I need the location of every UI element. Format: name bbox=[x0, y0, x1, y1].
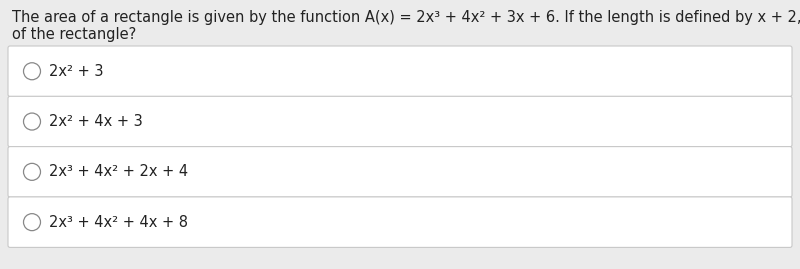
Text: 2x² + 3: 2x² + 3 bbox=[49, 64, 103, 79]
Circle shape bbox=[23, 63, 41, 80]
Text: 2x³ + 4x² + 4x + 8: 2x³ + 4x² + 4x + 8 bbox=[49, 215, 188, 230]
FancyBboxPatch shape bbox=[8, 147, 792, 197]
Circle shape bbox=[23, 214, 41, 231]
FancyBboxPatch shape bbox=[8, 96, 792, 147]
FancyBboxPatch shape bbox=[8, 46, 792, 97]
Text: of the rectangle?: of the rectangle? bbox=[12, 27, 136, 43]
Text: 2x³ + 4x² + 2x + 4: 2x³ + 4x² + 2x + 4 bbox=[49, 164, 188, 179]
Text: The area of a rectangle is given by the function A(x) = 2x³ + 4x² + 3x + 6. If t: The area of a rectangle is given by the … bbox=[12, 10, 800, 25]
Text: 2x² + 4x + 3: 2x² + 4x + 3 bbox=[49, 114, 142, 129]
Circle shape bbox=[23, 163, 41, 180]
FancyBboxPatch shape bbox=[8, 197, 792, 247]
Circle shape bbox=[23, 113, 41, 130]
